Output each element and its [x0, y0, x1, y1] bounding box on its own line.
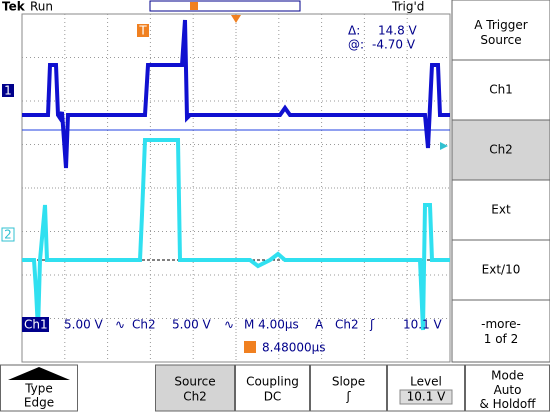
ch1-marker	[2, 84, 14, 97]
trigger-source: Ch2	[335, 318, 359, 332]
side-menu-label: Ext	[491, 203, 511, 217]
delta-value: 14.8 V	[378, 24, 418, 38]
ch1-coupling: ∿	[115, 318, 125, 332]
graticule	[21, 13, 451, 363]
trigger-status: Trig'd	[391, 0, 424, 14]
side-menu-label: Ch1	[489, 83, 513, 97]
trigger-slope: ʃ	[369, 318, 375, 332]
side-menu-title: A Trigger Source	[474, 18, 527, 47]
ch2-trace	[22, 138, 450, 331]
timebase: M 4.00µs	[244, 318, 299, 332]
level-box	[399, 389, 453, 405]
at-value: -4.70 V	[372, 38, 416, 52]
menu-arrow	[8, 367, 70, 380]
bottom-menu-label: Mode	[491, 369, 524, 383]
side-menu-label: Ext/10	[482, 263, 521, 277]
ch1-marker-label: 1	[4, 84, 12, 98]
bottom-menu-value: Ch2	[183, 390, 207, 404]
bottom-menu-button[interactable]	[155, 364, 235, 412]
bottom-menu-label: Source	[174, 375, 215, 389]
ch2-marker-label: 2	[4, 228, 12, 242]
bottom-menu-button[interactable]	[465, 364, 550, 412]
side-menu-label: -more-1 of 2	[481, 317, 521, 346]
bottom-menu-button[interactable]	[235, 364, 310, 412]
ch2-coupling: ∿	[224, 318, 234, 332]
bottom-menu-value: 10.1 V	[407, 390, 447, 404]
bottom-menu-label: Type	[24, 382, 53, 396]
bottom-menu-value: DC	[264, 390, 282, 404]
trigger-marker-label: T	[138, 24, 147, 38]
ch1-badge	[22, 317, 49, 332]
bottom-menu-button[interactable]	[310, 364, 387, 412]
bottom-menu-value: Edge	[24, 396, 54, 410]
trigger-label: A	[315, 318, 324, 332]
ch2-label: Ch2	[132, 318, 156, 332]
trigger-marker	[137, 24, 149, 37]
trigger-level-marker	[440, 142, 448, 150]
trigger-position-marker	[231, 15, 241, 23]
run-state: Run	[30, 0, 53, 14]
bottom-menu-label: Slope	[332, 375, 365, 389]
delta-label: Δ:	[348, 24, 360, 38]
bottom-menu-label: Level	[410, 375, 442, 389]
brand: Tek	[2, 0, 26, 14]
side-menu-label: Ch2	[489, 143, 513, 157]
at-label: @:	[348, 38, 364, 52]
ch1-scale: 5.00 V	[64, 318, 104, 332]
record-bar	[149, 0, 301, 12]
trigger-position: 8.48000µs	[262, 341, 326, 355]
ch1-trace	[22, 19, 450, 169]
ch1-label: Ch1	[24, 318, 48, 332]
bottom-menu-label: Coupling	[246, 375, 299, 389]
ch2-scale: 5.00 V	[172, 318, 212, 332]
side-menu-button[interactable]	[451, 299, 550, 363]
side-menu-button[interactable]	[451, 59, 550, 121]
side-menu-button[interactable]	[451, 239, 550, 301]
record-position	[190, 2, 198, 10]
bottom-menu-value: Auto & Holdoff	[479, 383, 536, 411]
ch2-marker	[1, 227, 15, 242]
bottom-menu-value: ʃ	[345, 390, 351, 404]
trigger-level: 10.1 V	[403, 318, 443, 332]
trigger-pos-icon	[244, 341, 256, 353]
